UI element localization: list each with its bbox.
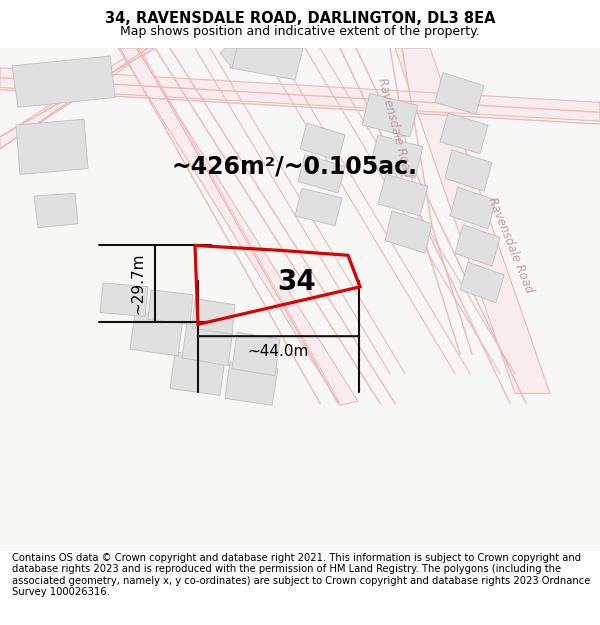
Text: Ravensdale Road: Ravensdale Road — [485, 196, 535, 296]
Polygon shape — [220, 48, 237, 68]
Polygon shape — [100, 283, 148, 316]
Polygon shape — [148, 290, 193, 324]
Polygon shape — [362, 94, 418, 137]
Polygon shape — [450, 188, 496, 229]
Polygon shape — [455, 225, 500, 266]
Polygon shape — [170, 352, 225, 396]
Polygon shape — [0, 48, 600, 551]
Polygon shape — [130, 312, 183, 356]
Polygon shape — [440, 113, 488, 154]
Polygon shape — [182, 322, 233, 366]
Text: Map shows position and indicative extent of the property.: Map shows position and indicative extent… — [120, 24, 480, 38]
Polygon shape — [225, 362, 278, 405]
Polygon shape — [300, 123, 345, 161]
Polygon shape — [192, 299, 235, 334]
Text: ~44.0m: ~44.0m — [248, 344, 309, 359]
Polygon shape — [295, 188, 342, 226]
Polygon shape — [378, 174, 428, 216]
Polygon shape — [395, 48, 550, 393]
Polygon shape — [460, 262, 504, 302]
Polygon shape — [16, 119, 88, 174]
Polygon shape — [230, 48, 303, 80]
Polygon shape — [118, 48, 358, 405]
Text: ~29.7m: ~29.7m — [131, 253, 146, 314]
Polygon shape — [0, 48, 155, 149]
Polygon shape — [0, 68, 600, 121]
Text: 34, RAVENSDALE ROAD, DARLINGTON, DL3 8EA: 34, RAVENSDALE ROAD, DARLINGTON, DL3 8EA — [105, 11, 495, 26]
Text: Contains OS data © Crown copyright and database right 2021. This information is : Contains OS data © Crown copyright and d… — [12, 552, 590, 598]
Polygon shape — [435, 72, 484, 114]
Polygon shape — [370, 135, 423, 178]
Text: Ravensdale Road: Ravensdale Road — [376, 76, 415, 178]
Polygon shape — [445, 150, 492, 191]
Polygon shape — [12, 56, 115, 108]
Polygon shape — [385, 211, 432, 253]
Text: 34: 34 — [277, 268, 316, 296]
Text: ~426m²/~0.105ac.: ~426m²/~0.105ac. — [172, 154, 418, 179]
Polygon shape — [298, 154, 345, 193]
Polygon shape — [232, 332, 280, 376]
Polygon shape — [34, 193, 78, 228]
